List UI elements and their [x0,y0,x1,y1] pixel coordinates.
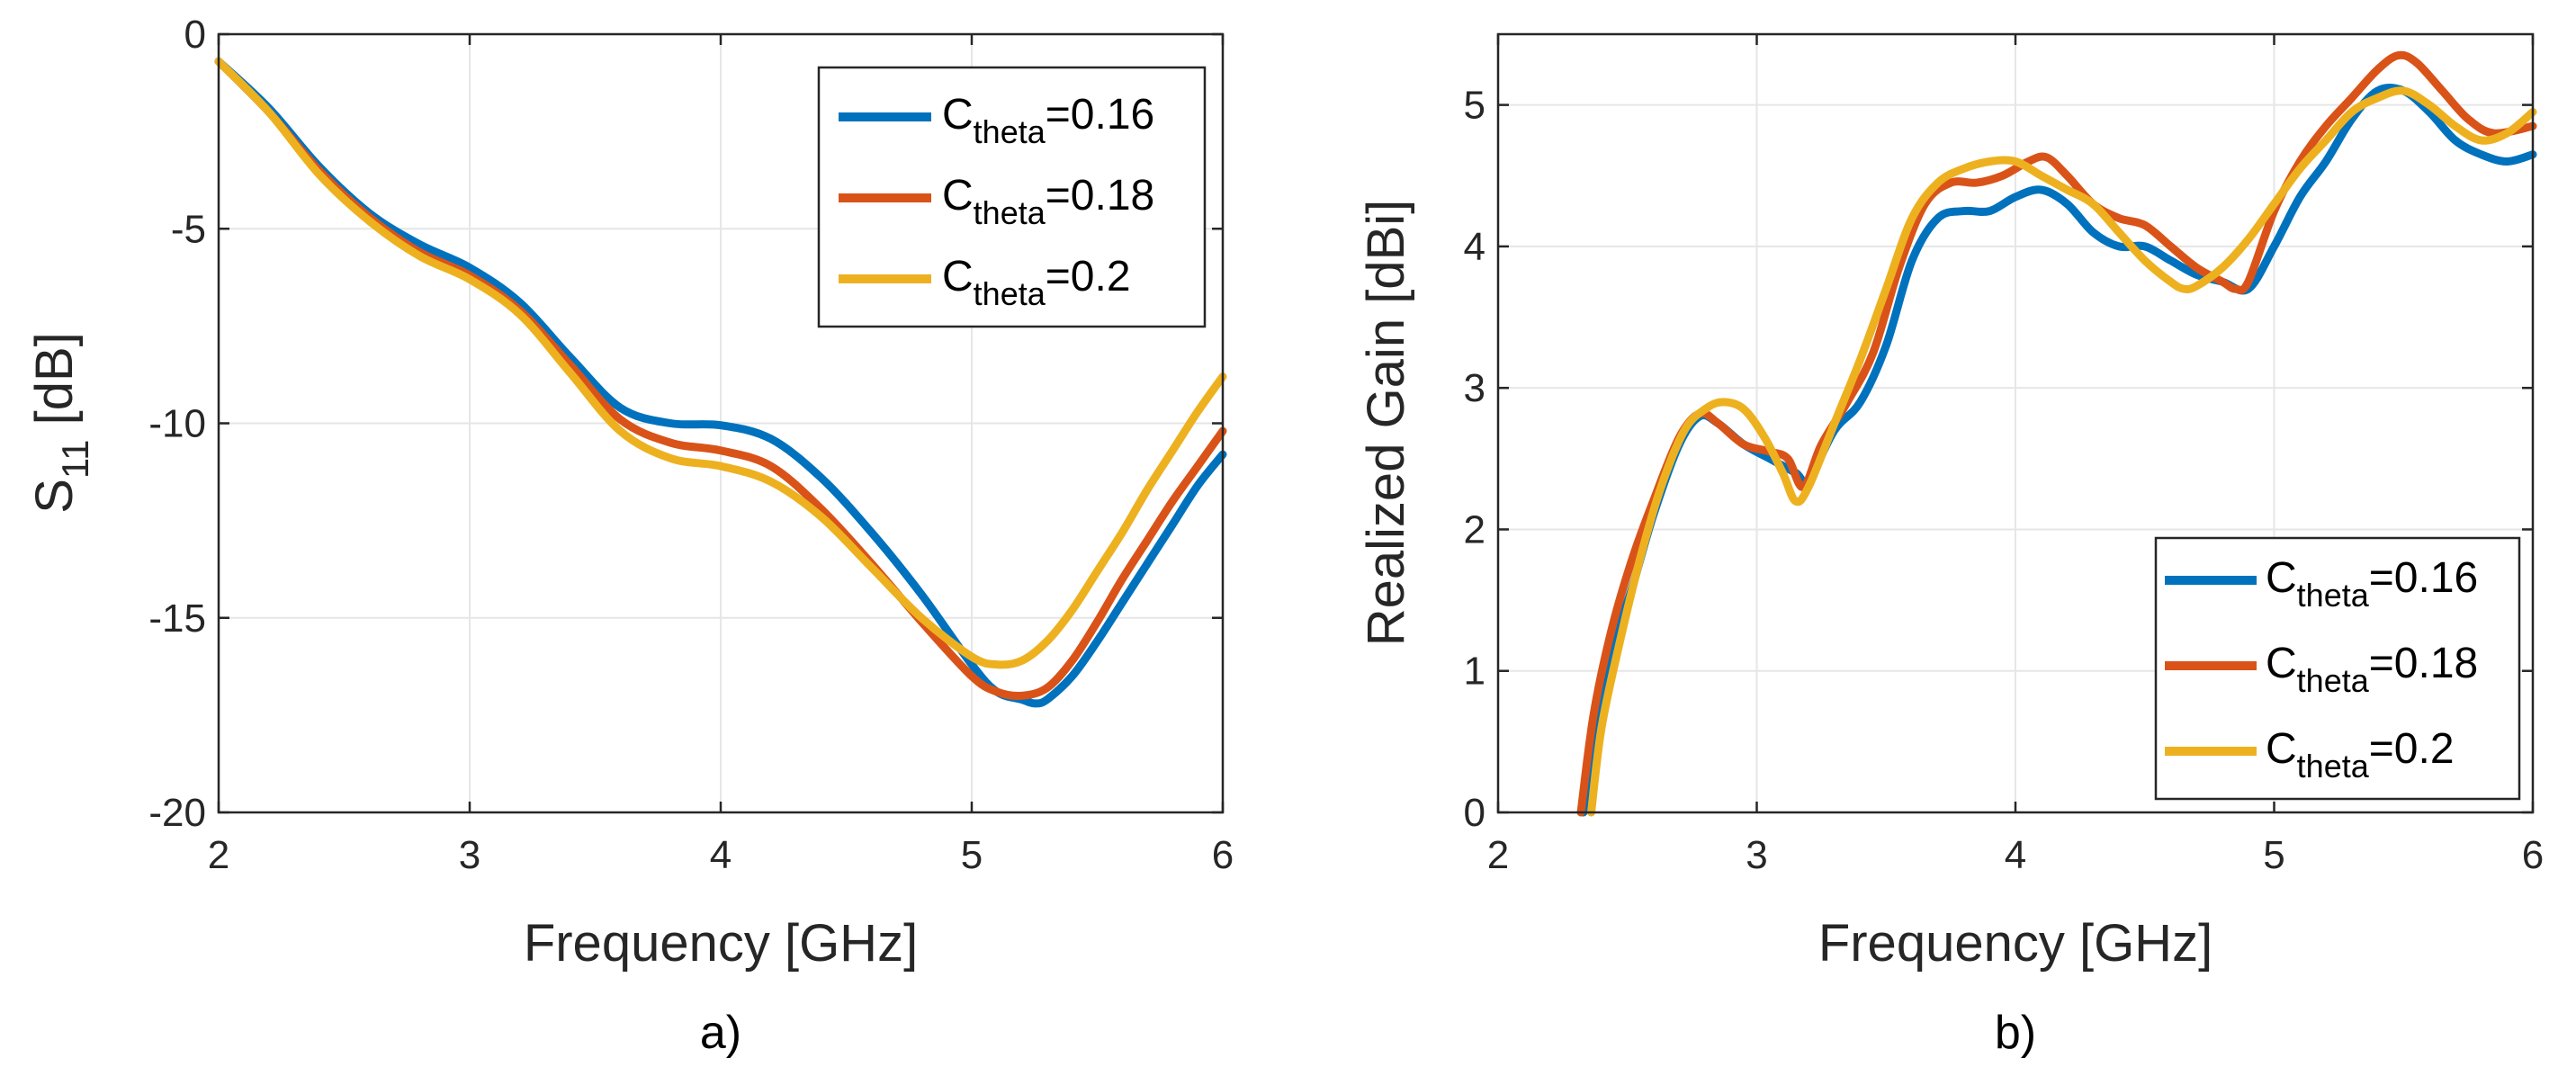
panel-b-x-tick-label-3: 5 [2263,833,2284,877]
panel-b-x-tick-label-1: 3 [1746,833,1767,877]
panel-a-y-tick-label-3: -15 [148,596,206,641]
panel-a-x-axis-label: Frequency [GHz] [524,914,918,973]
panel-b-x-tick-label-0: 2 [1487,833,1509,877]
panel-b-legend-entry-1: Ctheta=0.18 [2266,640,2478,699]
panel-a-y-tick-label-0: 0 [184,13,206,57]
panel-a-legend-entry-0: Ctheta=0.16 [942,91,1154,150]
panel-b-legend: Ctheta=0.16 Ctheta=0.18 Ctheta=0.2 [2154,536,2521,801]
panel-a-x-tick-label-1: 3 [459,833,480,877]
panel-a-label: a) [700,1007,741,1059]
panel-b-x-tick-label-4: 6 [2522,833,2544,877]
panel-a-legend-entry-2: Ctheta=0.2 [942,253,1131,312]
panel-a-legend-entry-1: Ctheta=0.18 [942,172,1154,231]
panel-b-x-tick-label-2: 4 [2005,833,2026,877]
panel-b-tick-labels: 2 3 4 5 6 0 1 2 3 4 5 [1464,34,2544,877]
panel-b-y-tick-label-5: 5 [1464,84,1485,128]
panel-a-x-tick-label-3: 5 [961,833,983,877]
panel-b-y-tick-label-3: 3 [1464,366,1485,410]
panel-b-y-tick-label-2: 2 [1464,507,1485,551]
panel-b-y-tick-label-4: 4 [1464,225,1485,269]
panel-a-y-axis-label: S11 [dB] [25,332,96,514]
panel-b-x-axis-label: Frequency [GHz] [1818,914,2212,973]
panel-a-y-tick-label-4: -20 [148,791,206,835]
panel-b-series-line-2 [1587,86,2537,817]
panel-b-series-group [1576,50,2537,817]
panel-b-gain-chart: 2 3 4 5 6 0 1 2 3 4 5 Frequency [GHz] Realized Gai… [1357,32,2544,1059]
panel-a-x-tick-label-2: 4 [710,833,732,877]
panel-a-tick-labels: 2 3 4 5 6 0 -5 -10 -15 -20 [148,13,1234,877]
panel-b-y-tick-label-1: 1 [1464,650,1485,694]
panel-b-legend-entry-0: Ctheta=0.16 [2266,554,2478,614]
panel-b-y-tick-label-0: 0 [1464,791,1485,835]
panel-a-series-line-2 [214,57,1227,669]
panel-a-s11-chart: 2 3 4 5 6 0 -5 -10 -15 -20 Frequency [GHz] S11 [d… [25,13,1234,1059]
panel-a-series-line-0 [214,57,1227,708]
panel-a-series-group [214,57,1227,708]
panel-b-legend-entry-2: Ctheta=0.2 [2266,725,2455,785]
panel-b-y-axis-label: Realized Gain [dBi] [1357,200,1415,646]
panel-b-label: b) [1995,1007,2036,1059]
panel-a-x-tick-label-4: 6 [1212,833,1234,877]
panel-a-legend: Ctheta=0.16 Ctheta=0.18 Ctheta=0.2 [817,66,1207,328]
panel-a-y-tick-label-2: -10 [148,402,206,446]
panel-a-x-tick-label-0: 2 [208,833,229,877]
panel-a-y-tick-label-1: -5 [171,207,206,251]
